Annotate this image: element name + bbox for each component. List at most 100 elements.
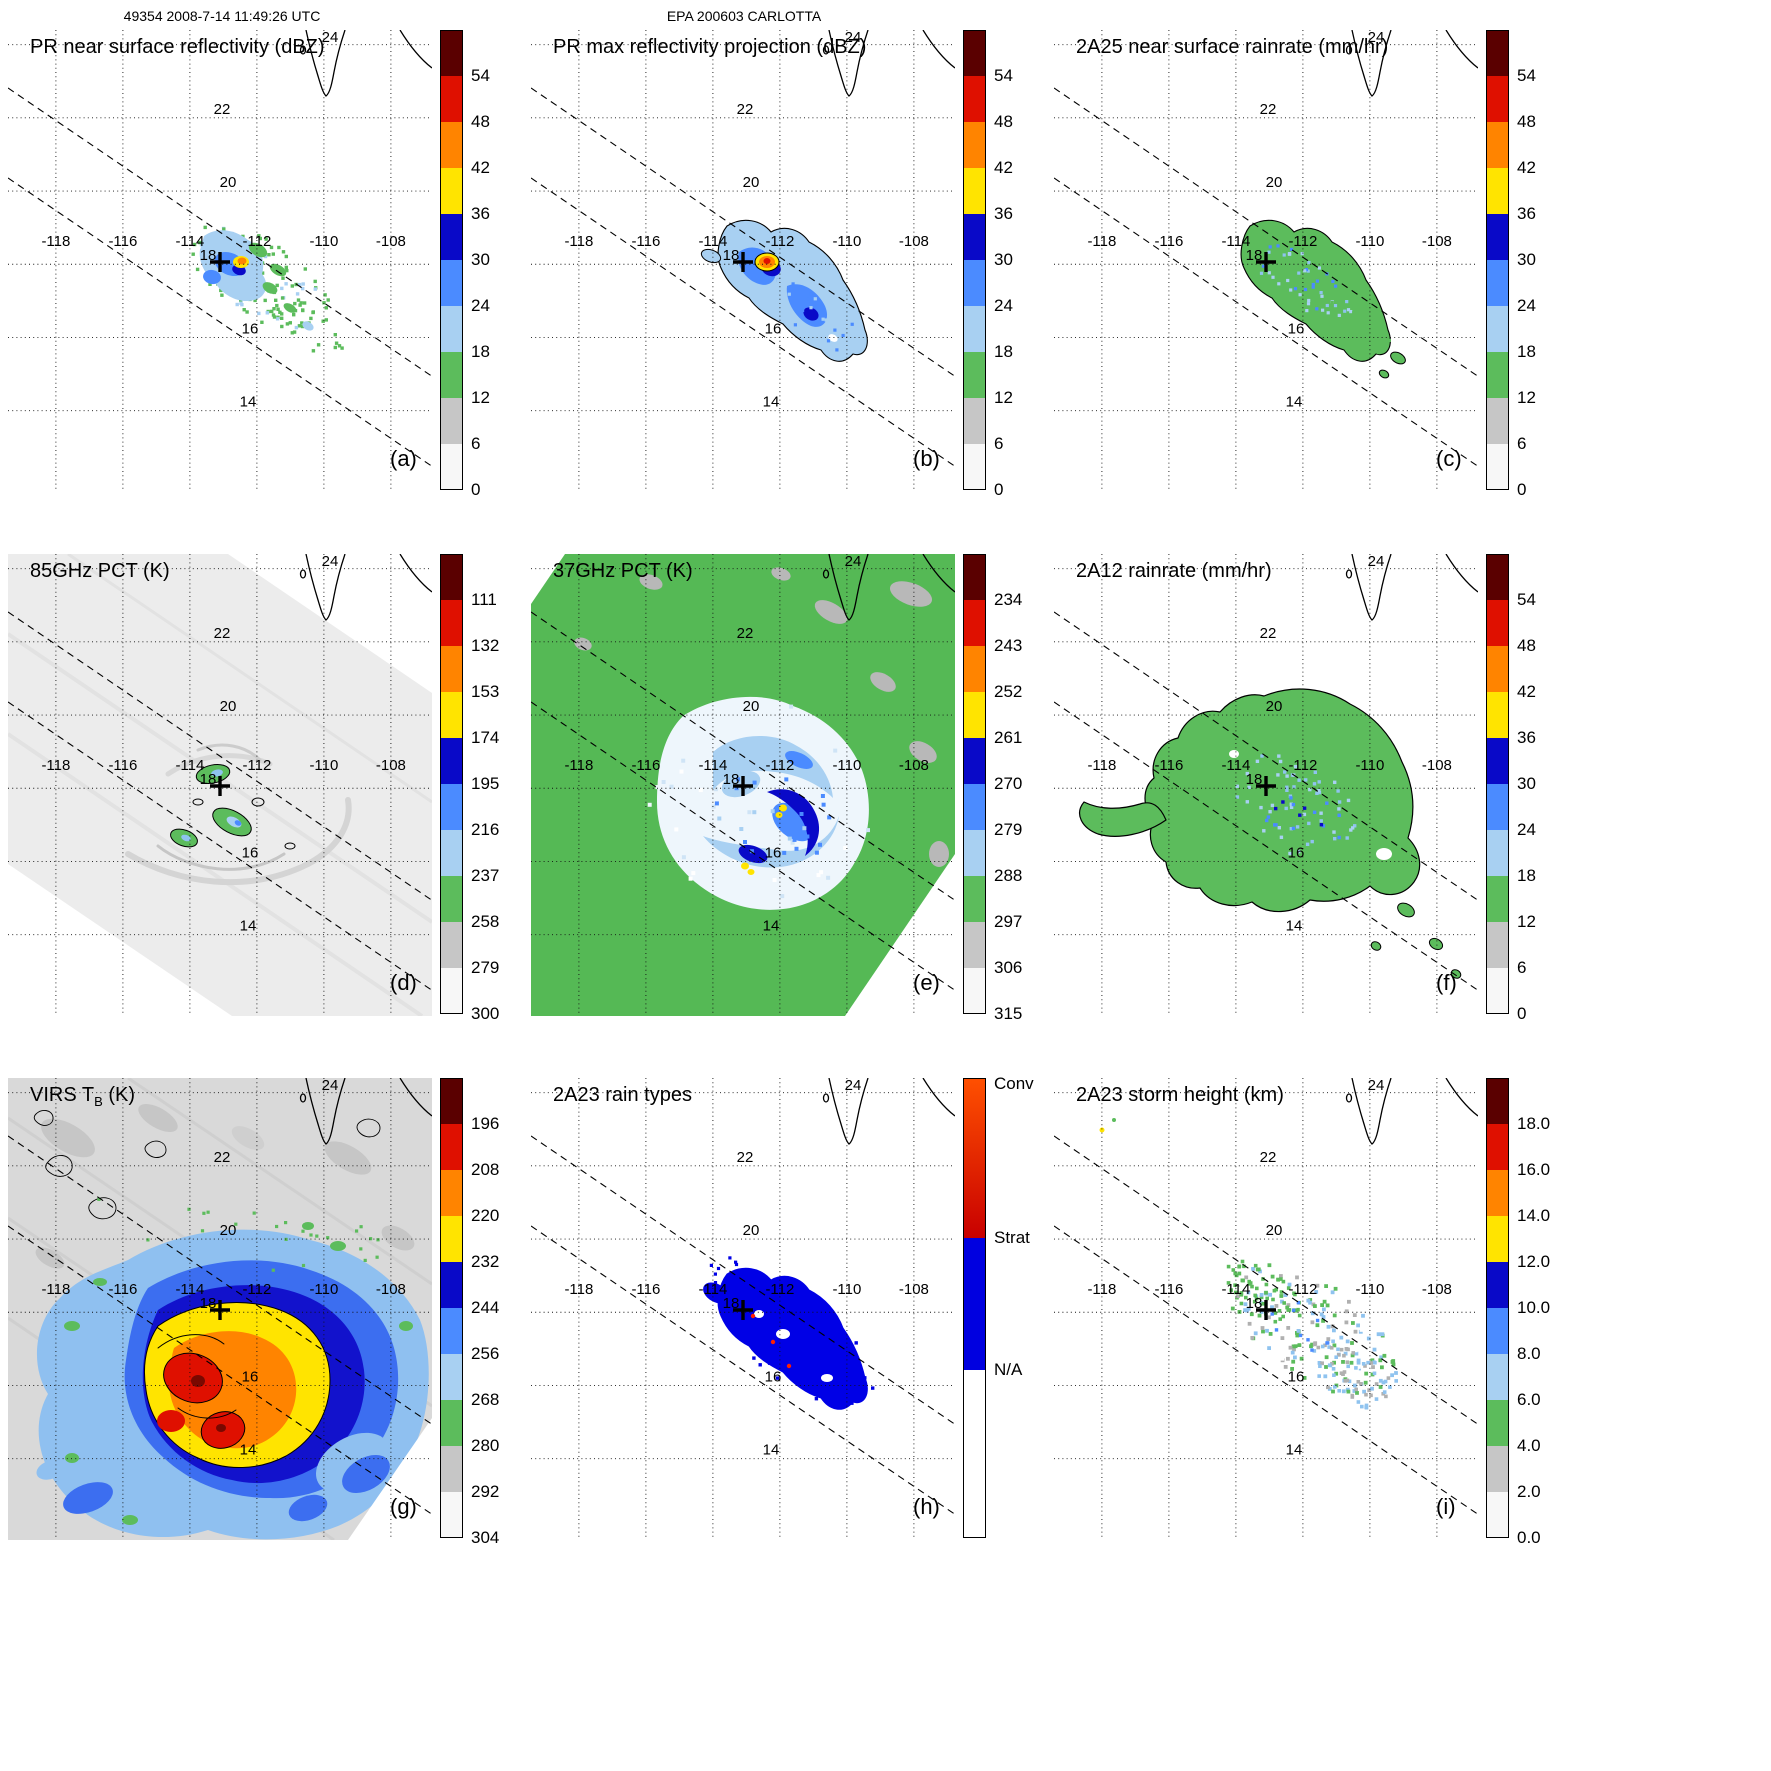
axis-labels: -118 -116 -114 -112 -110 -108 24 22 20 18 16 14 <box>41 30 405 411</box>
map-decoration <box>284 842 296 850</box>
colorbar-tick-label: 256 <box>471 1344 500 1363</box>
map-decoration <box>157 1410 185 1432</box>
lat-label: 20 <box>1266 698 1283 715</box>
lat-label: 14 <box>240 918 257 935</box>
colorbar-tick-label: 36 <box>1517 204 1536 223</box>
colorbar-segment <box>963 76 986 122</box>
map-decoration <box>1240 219 1391 362</box>
lat-label: 16 <box>1288 320 1305 337</box>
map-decoration <box>821 1374 833 1382</box>
map-decoration <box>35 1247 65 1269</box>
colorbar-tick-label: 18 <box>1517 866 1536 885</box>
map-decoration <box>88 1197 117 1220</box>
panel-e: -118 -116 -114 -112 -110 -108 24 22 20 18 16 14 37G… <box>531 554 1047 1024</box>
lat-label: 14 <box>763 918 780 935</box>
map-decoration <box>181 834 191 842</box>
colorbar-segment <box>963 968 986 1014</box>
map-g: -118 -116 -114 -112 -110 -108 24 22 20 18 16 14 <box>8 1078 432 1540</box>
lat-label: 22 <box>214 101 231 118</box>
colorbar-segment <box>1486 1170 1509 1216</box>
colorbar-frame <box>1486 554 1509 1014</box>
map-decoration <box>381 1225 415 1251</box>
lon-label: -118 <box>1087 233 1116 250</box>
lon-label: -110 <box>309 1281 338 1298</box>
lat-label: 16 <box>1288 1368 1305 1385</box>
lat-label: 22 <box>214 625 231 642</box>
panel-letter: (d) <box>390 970 417 995</box>
lat-label: 24 <box>845 554 862 570</box>
colorbar-segment <box>963 830 986 876</box>
lat-label: 22 <box>737 101 754 118</box>
colorbar: 54 48 42 36 30 24 18 12 6 0 <box>963 30 1043 499</box>
storm-center-marker <box>733 252 753 272</box>
panel-title: 2A23 rain types <box>553 1084 692 1106</box>
colorbar-segment <box>1486 352 1509 398</box>
colorbar-tick-label: 0 <box>1517 480 1527 499</box>
lon-label: -118 <box>564 1281 593 1298</box>
map-decoration <box>725 1291 875 1405</box>
colorbar-tick-label: 30 <box>994 250 1013 269</box>
lon-label: -118 <box>564 233 593 250</box>
map-decoration <box>1235 754 1357 856</box>
lat-label: 16 <box>242 320 259 337</box>
colorbar-segment <box>440 738 463 784</box>
colorbar-segment <box>440 352 463 398</box>
map-decoration <box>1144 688 1421 913</box>
colorbar-segment <box>440 1354 463 1400</box>
colorbar-segment <box>1486 30 1509 76</box>
colorbar-tick-label: 24 <box>1517 820 1536 839</box>
panel-i: -118 -116 -114 -112 -110 -108 24 22 20 18 16 14 2A2… <box>1054 1078 1570 1548</box>
colorbar-tick-label: 48 <box>994 112 1013 131</box>
colorbar-frame <box>1486 30 1509 490</box>
lon-label: -118 <box>564 757 593 774</box>
lon-label: -114 <box>1221 233 1250 250</box>
map-decoration <box>41 1118 95 1158</box>
lat-label: 16 <box>765 1368 782 1385</box>
colorbar-tick-label: 42 <box>1517 682 1536 701</box>
lat-label: 16 <box>765 844 782 861</box>
swath-edge-lines <box>1054 611 1478 991</box>
lon-label: -112 <box>1288 1281 1317 1298</box>
colorbar-tick-label: 0 <box>1517 1004 1527 1023</box>
colorbar-segment <box>1486 122 1509 168</box>
lat-label: 22 <box>214 1149 231 1166</box>
colorbar-tick-label: 196 <box>471 1114 500 1133</box>
colorbar-tick-label: Strat <box>994 1228 1030 1247</box>
colorbar-segment <box>440 122 463 168</box>
colorbar-tick-label: 258 <box>471 912 500 931</box>
swath-edge-lines <box>531 1135 955 1515</box>
colorbar-tick-label: 12 <box>1517 912 1536 931</box>
lat-label: 20 <box>220 1222 237 1239</box>
colorbar-segment <box>440 784 463 830</box>
swath-edge-lines <box>531 611 955 991</box>
map-decoration <box>1270 1301 1330 1352</box>
lon-label: -114 <box>698 757 727 774</box>
colorbar-tick-label: 54 <box>471 66 490 85</box>
colorbar-segment <box>440 1078 463 1124</box>
coastline <box>822 554 955 621</box>
map-decoration <box>64 1321 80 1331</box>
lon-label: -114 <box>698 1281 727 1298</box>
map-decoration <box>639 574 663 590</box>
panel-title: 2A12 rainrate (mm/hr) <box>1076 560 1272 582</box>
colorbar-segment <box>1486 1308 1509 1354</box>
lat-label: 20 <box>220 174 237 191</box>
colorbar-tick-label: 252 <box>994 682 1023 701</box>
lat-label: 24 <box>845 30 862 46</box>
map-decoration <box>125 797 352 886</box>
lon-label: -114 <box>175 1281 204 1298</box>
map-decoration <box>65 1453 79 1463</box>
lat-label: 18 <box>200 247 217 264</box>
colorbar-tick-label: 12 <box>1517 388 1536 407</box>
map-decoration <box>714 765 832 857</box>
colorbar-tick-label: 270 <box>994 774 1023 793</box>
grid-lines <box>8 30 432 492</box>
colorbar-frame <box>440 1078 463 1538</box>
lat-label: 22 <box>737 625 754 642</box>
lat-label: 20 <box>1266 174 1283 191</box>
lon-label: -108 <box>376 233 406 250</box>
panel-h: -118 -116 -114 -112 -110 -108 24 22 20 18 16 14 2A2… <box>531 1074 1047 1548</box>
colorbar-segment <box>440 968 463 1014</box>
lon-label: -110 <box>832 757 861 774</box>
lon-label: -112 <box>242 1281 271 1298</box>
